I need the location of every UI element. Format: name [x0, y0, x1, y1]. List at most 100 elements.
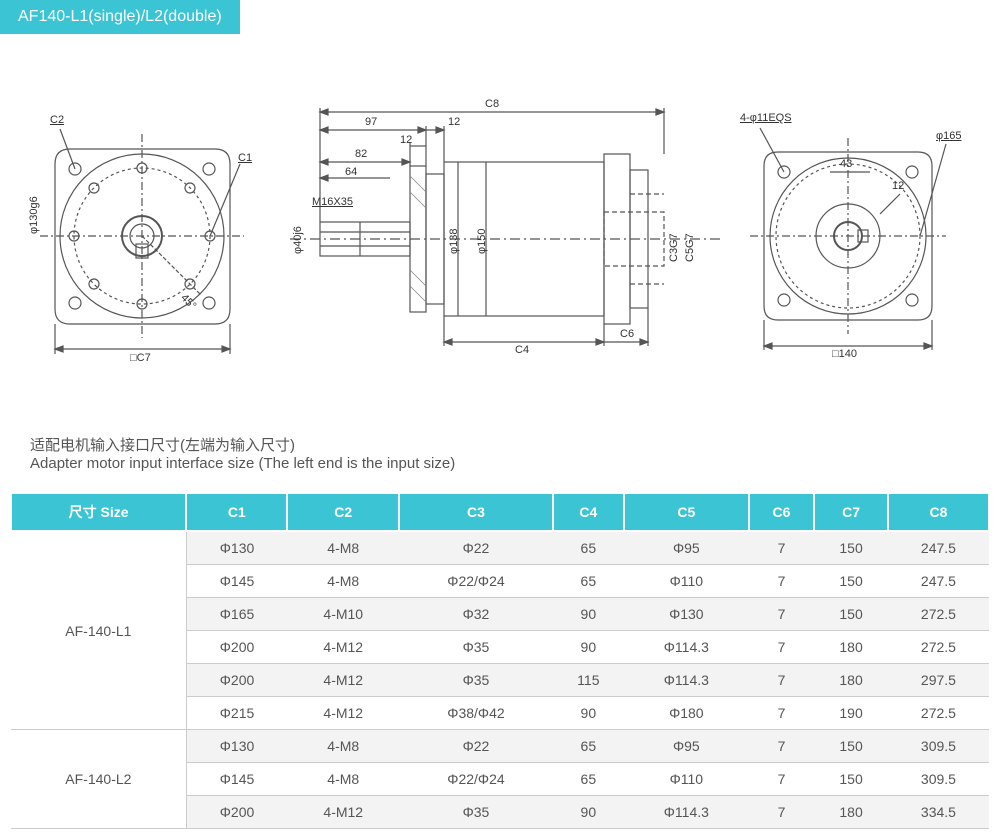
label-body: φ150 [476, 229, 488, 255]
table-cell: 65 [553, 763, 624, 796]
table-cell: 190 [814, 697, 888, 730]
table-cell: Φ165 [186, 598, 287, 631]
table-cell: 7 [749, 697, 815, 730]
table-cell: 115 [553, 664, 624, 697]
table-cell: Φ35 [399, 631, 552, 664]
size-label: AF-140-L1 [11, 531, 186, 730]
table-cell: 4-M12 [287, 631, 399, 664]
table-cell: 4-M8 [287, 531, 399, 565]
subtitle-cn: 适配电机输入接口尺寸(左端为输入尺寸) [30, 434, 970, 455]
table-cell: 309.5 [888, 763, 989, 796]
th-c4: C4 [553, 493, 624, 531]
table-cell: Φ38/Φ42 [399, 697, 552, 730]
th-c7: C7 [814, 493, 888, 531]
table-cell: 7 [749, 664, 815, 697]
table-cell: 150 [814, 763, 888, 796]
table-cell: Φ145 [186, 565, 287, 598]
table-cell: Φ145 [186, 763, 287, 796]
label-c2: C2 [50, 114, 64, 126]
table-cell: 334.5 [888, 796, 989, 829]
table-cell: 272.5 [888, 598, 989, 631]
table-cell: Φ35 [399, 664, 552, 697]
table-cell: Φ110 [624, 565, 749, 598]
table-cell: 180 [814, 664, 888, 697]
label-thread: M16X35 [312, 196, 353, 208]
table-cell: 90 [553, 631, 624, 664]
table-cell: 7 [749, 763, 815, 796]
table-cell: 4-M12 [287, 697, 399, 730]
table-cell: Φ200 [186, 796, 287, 829]
subtitle-en: Adapter motor input interface size (The … [30, 455, 970, 472]
table-cell: Φ35 [399, 796, 552, 829]
table-cell: 309.5 [888, 730, 989, 763]
table-cell: Φ130 [624, 598, 749, 631]
table-cell: Φ200 [186, 664, 287, 697]
table-cell: 65 [553, 730, 624, 763]
table-cell: Φ114.3 [624, 796, 749, 829]
subtitle: 适配电机输入接口尺寸(左端为输入尺寸) Adapter motor input … [30, 434, 970, 472]
header-title: AF140-L1(single)/L2(double) [18, 8, 222, 25]
label-sq140: □140 [832, 348, 857, 360]
table-row: AF-140-L2Φ1304-M8Φ2265Φ957150309.5 [11, 730, 989, 763]
label-pcd: φ165 [936, 130, 962, 142]
label-shaft: φ40j6 [292, 226, 304, 254]
table-cell: Φ130 [186, 730, 287, 763]
table-cell: Φ22/Φ24 [399, 565, 552, 598]
label-flange: φ138 [448, 229, 460, 255]
table-cell: 90 [553, 697, 624, 730]
table-cell: 7 [749, 730, 815, 763]
table-cell: 7 [749, 531, 815, 565]
table-cell: Φ95 [624, 531, 749, 565]
th-c5: C5 [624, 493, 749, 531]
table-cell: Φ22 [399, 531, 552, 565]
right-view: 4-φ11EQS φ165 43 12 □140 [740, 104, 970, 364]
table-cell: 4-M8 [287, 730, 399, 763]
label-c3: C3G7 [668, 233, 680, 262]
table-cell: Φ200 [186, 631, 287, 664]
table-cell: Φ130 [186, 531, 287, 565]
table-cell: 150 [814, 531, 888, 565]
label-c7: □C7 [130, 352, 151, 364]
table-cell: 4-M8 [287, 565, 399, 598]
table-cell: 150 [814, 598, 888, 631]
label-c8: C8 [485, 98, 499, 110]
label-82: 82 [355, 148, 367, 160]
table-cell: 7 [749, 631, 815, 664]
th-c1: C1 [186, 493, 287, 531]
label-c5: C5G7 [684, 233, 696, 262]
table-cell: Φ114.3 [624, 664, 749, 697]
table-cell: 272.5 [888, 697, 989, 730]
table-cell: 90 [553, 598, 624, 631]
diagram-area: C2 C1 45° □C7 φ130g6 [20, 74, 980, 394]
table-cell: 272.5 [888, 631, 989, 664]
th-c3: C3 [399, 493, 552, 531]
table-cell: 7 [749, 796, 815, 829]
th-c6: C6 [749, 493, 815, 531]
th-c8: C8 [888, 493, 989, 531]
table-cell: 247.5 [888, 531, 989, 565]
table-cell: 4-M12 [287, 796, 399, 829]
table-cell: 150 [814, 565, 888, 598]
label-keyw: 43 [840, 158, 852, 170]
table-row: AF-140-L1Φ1304-M8Φ2265Φ957150247.5 [11, 531, 989, 565]
label-c6: C6 [620, 328, 634, 340]
center-view: C8 97 12 12 82 64 M16X35 φ40j6 φ138 φ150… [290, 94, 720, 374]
table-header-row: 尺寸 Size C1 C2 C3 C4 C5 C6 C7 C8 [11, 493, 989, 531]
table-cell: 150 [814, 730, 888, 763]
label-97: 97 [365, 116, 377, 128]
label-c4: C4 [515, 344, 529, 356]
table-cell: Φ114.3 [624, 631, 749, 664]
table-cell: 65 [553, 565, 624, 598]
table-cell: Φ95 [624, 730, 749, 763]
table-cell: Φ180 [624, 697, 749, 730]
table-cell: 4-M12 [287, 664, 399, 697]
label-holes: 4-φ11EQS [740, 112, 792, 124]
th-size: 尺寸 Size [11, 493, 186, 531]
table-cell: Φ110 [624, 763, 749, 796]
table-cell: 247.5 [888, 565, 989, 598]
size-label: AF-140-L2 [11, 730, 186, 829]
table-cell: 90 [553, 796, 624, 829]
table-cell: Φ32 [399, 598, 552, 631]
table-cell: 65 [553, 531, 624, 565]
table-cell: Φ22 [399, 730, 552, 763]
